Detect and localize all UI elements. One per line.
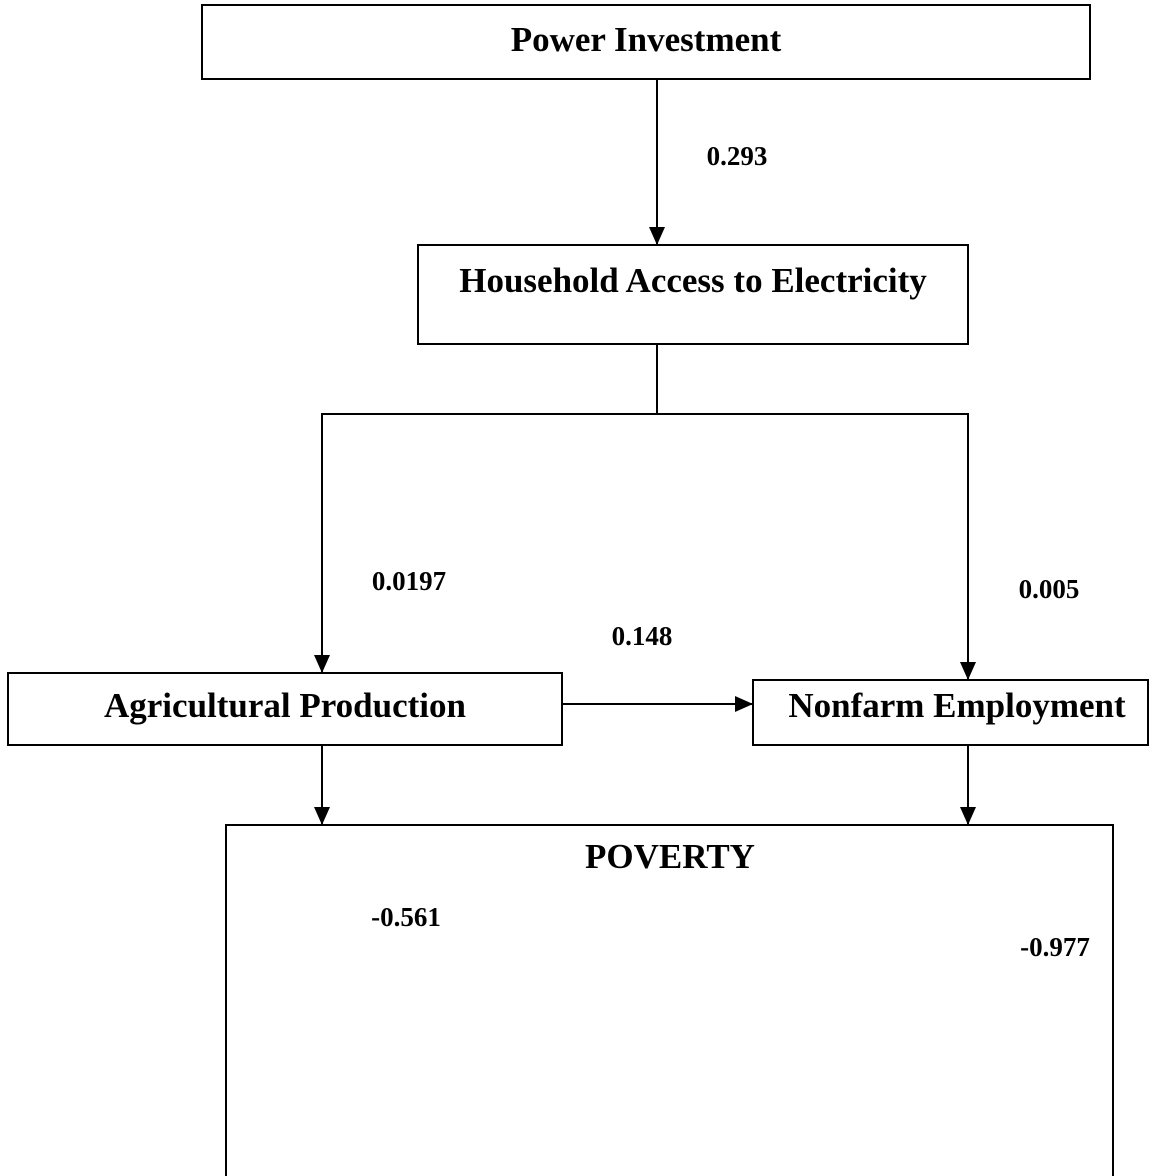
node-box bbox=[7, 672, 563, 746]
edge-label: 0.148 bbox=[612, 621, 673, 651]
node-box bbox=[417, 244, 969, 345]
node-label: Agricultural Production bbox=[104, 686, 466, 725]
node-label: Household Access to Electricity bbox=[459, 261, 927, 300]
edge-label: -0.977 bbox=[1020, 932, 1090, 962]
edge-label: -0.561 bbox=[371, 902, 441, 932]
node-label: POVERTY bbox=[585, 837, 755, 876]
node-box bbox=[752, 679, 1149, 746]
edge-label: 0.293 bbox=[707, 141, 768, 171]
node-label: Nonfarm Employment bbox=[788, 686, 1126, 725]
node-box bbox=[225, 824, 1114, 1176]
edge-label: 0.0197 bbox=[372, 566, 446, 596]
node-label: Power Investment bbox=[511, 20, 782, 59]
edge-label: 0.005 bbox=[1019, 574, 1080, 604]
node-box bbox=[201, 4, 1091, 80]
